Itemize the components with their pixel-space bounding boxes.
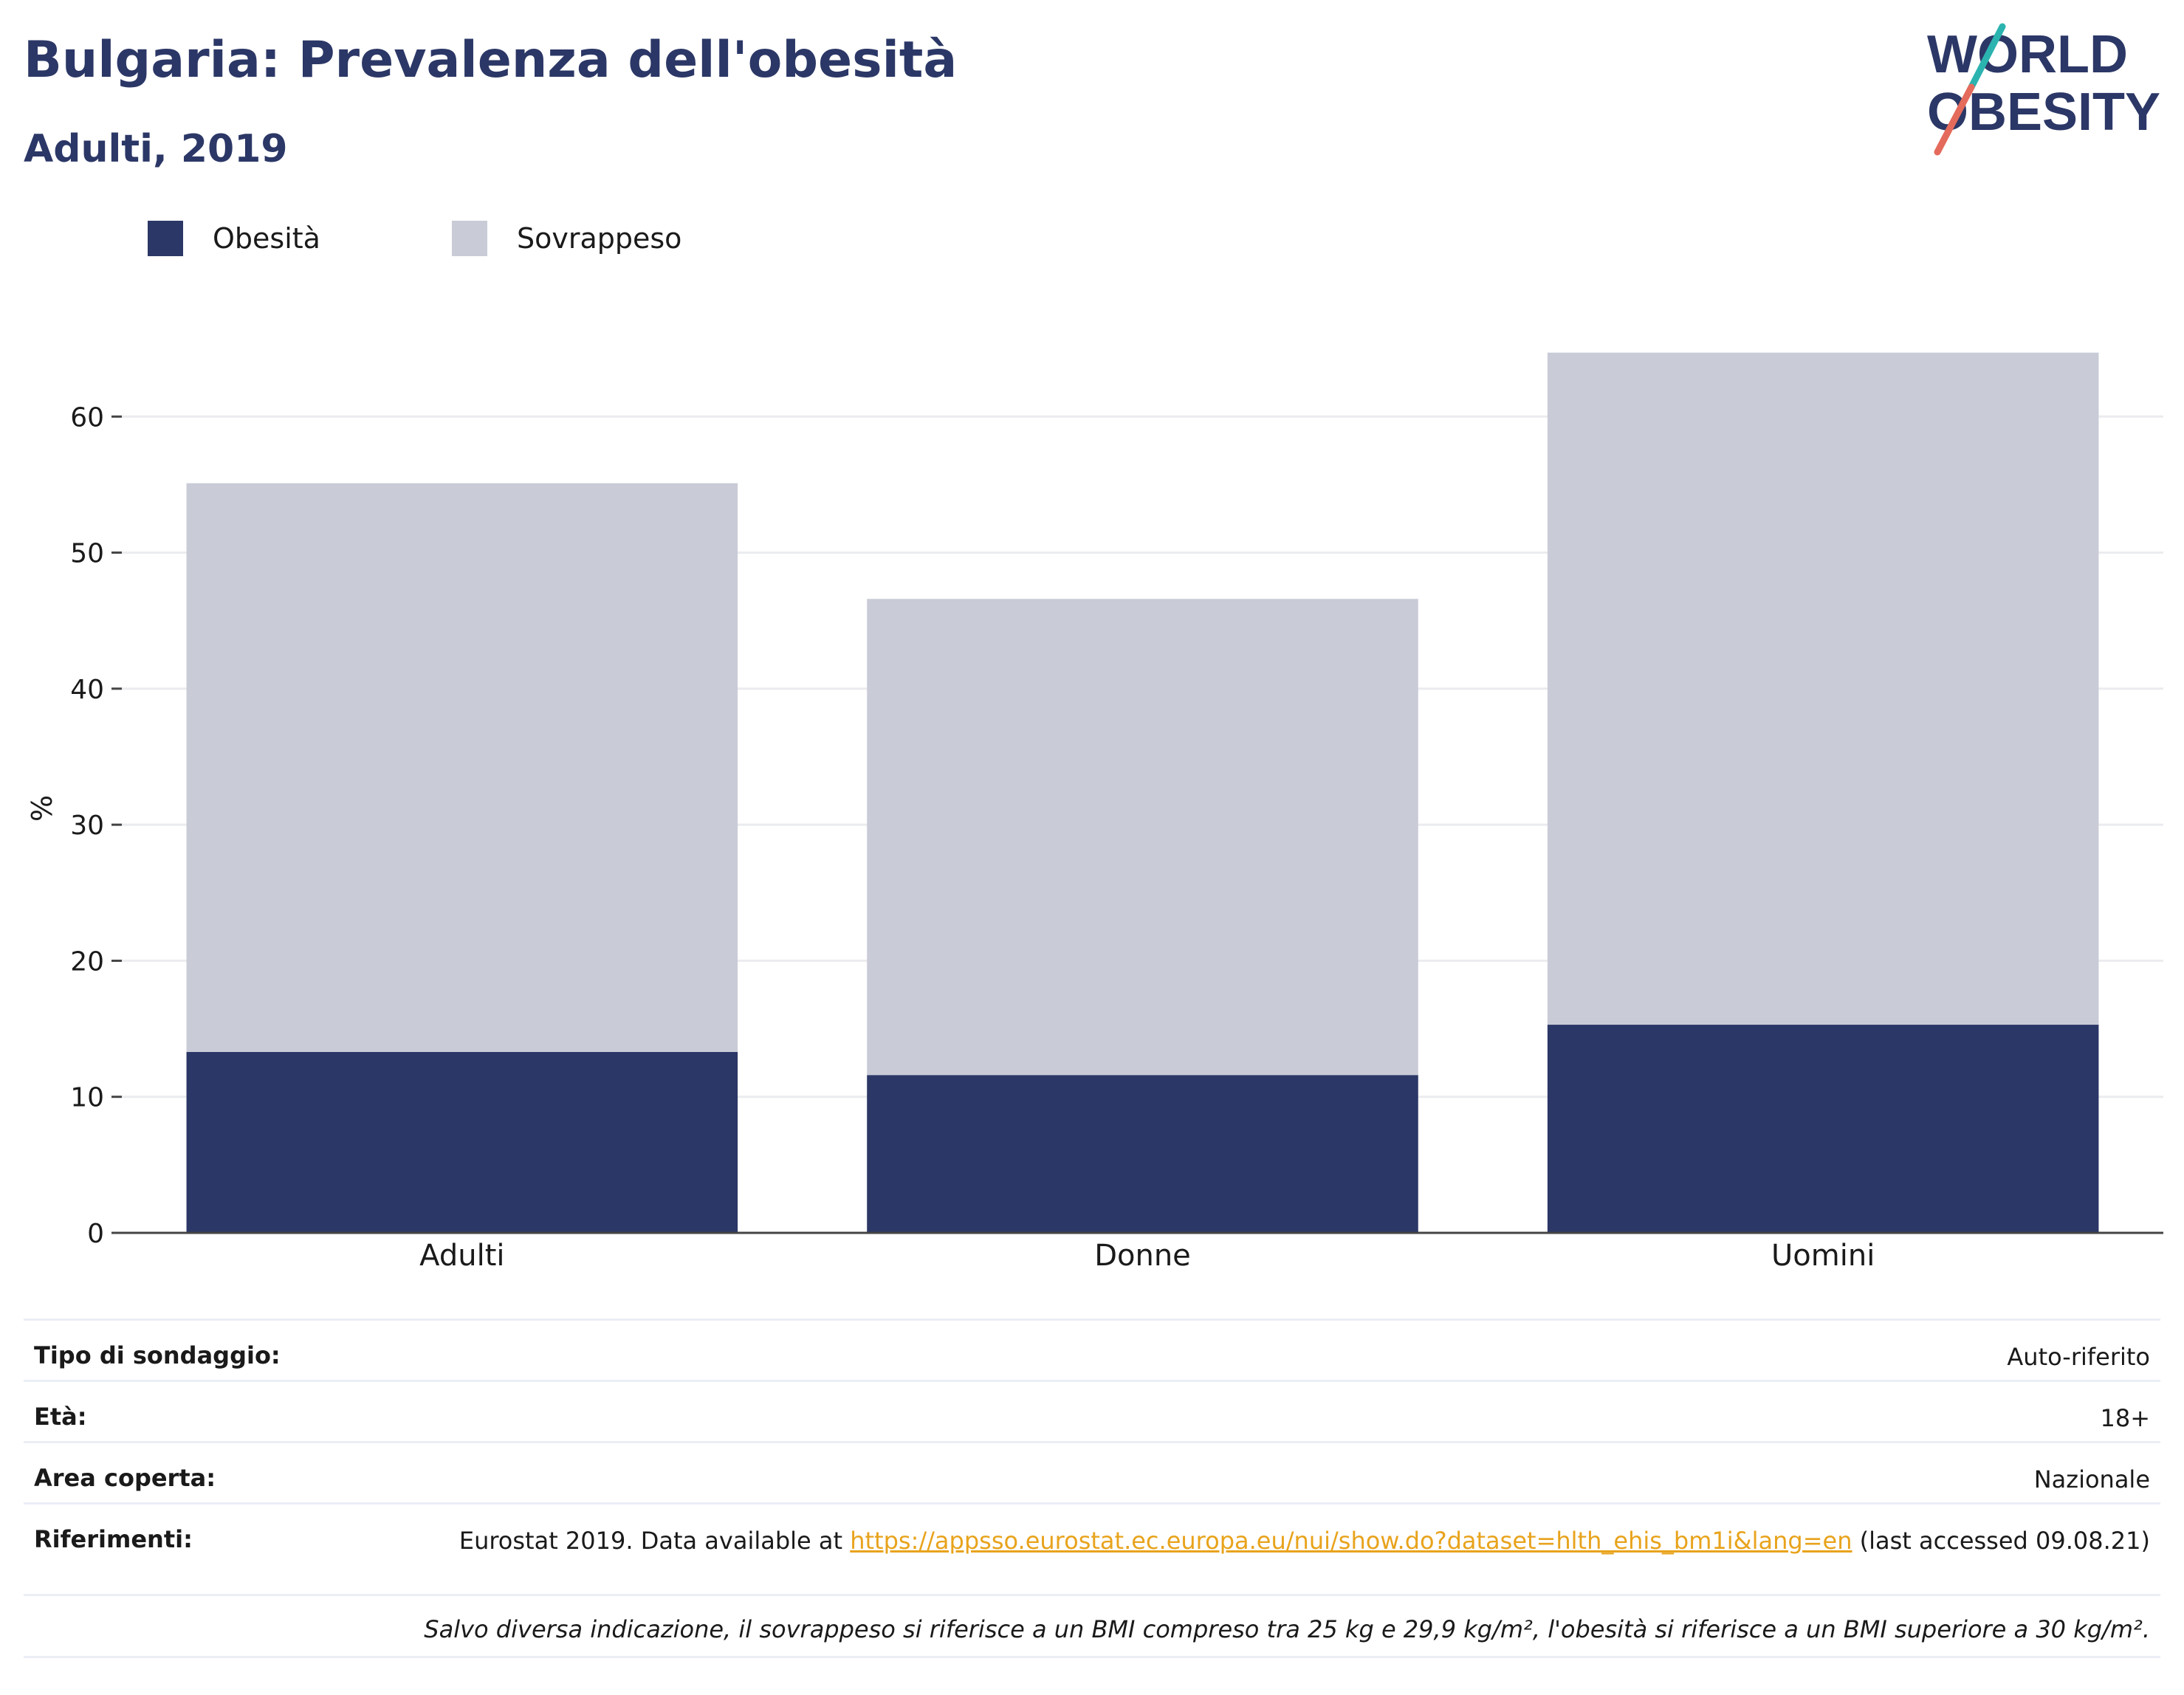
x-tick-label: Uomini — [1771, 1239, 1875, 1273]
y-tick-label: 40 — [70, 675, 104, 705]
legend-label-obesity: Obesità — [213, 222, 320, 255]
info-row-area: Area coperta: Nazionale — [24, 1443, 2160, 1505]
x-tick-label: Adulti — [419, 1239, 504, 1273]
info-key: Tipo di sondaggio: — [34, 1341, 281, 1369]
info-value: 18+ — [2100, 1404, 2150, 1432]
page-subtitle: Adulti, 2019 — [24, 127, 288, 171]
reference-accessed: (last accessed 09.08.21) — [1852, 1527, 2150, 1555]
y-axis-label: % — [26, 795, 58, 822]
info-row-age: Età: 18+ — [24, 1382, 2160, 1443]
bar-overweight — [867, 599, 1418, 1076]
x-tick-label: Donne — [1094, 1239, 1191, 1273]
y-tick-label: 60 — [70, 402, 104, 433]
info-row-survey-type: Tipo di sondaggio: Auto-riferito — [24, 1321, 2160, 1382]
info-key: Età: — [34, 1403, 87, 1431]
legend-label-overweight: Sovrappeso — [517, 222, 682, 255]
reference-text: Eurostat 2019. Data available at — [459, 1527, 851, 1555]
page-title: Bulgaria: Prevalenza dell'obesità — [24, 31, 958, 89]
info-table: Tipo di sondaggio: Auto-riferito Età: 18… — [24, 1318, 2160, 1658]
bmi-definition-note: Salvo diversa indicazione, il sovrappeso… — [24, 1596, 2160, 1658]
bar-obesity — [867, 1075, 1418, 1233]
info-key: Riferimenti: — [34, 1525, 193, 1553]
y-tick-label: 20 — [70, 946, 104, 977]
bar-obesity — [1547, 1025, 2099, 1233]
y-tick-label: 10 — [70, 1083, 104, 1113]
svg-text:WORLD: WORLD — [1927, 25, 2128, 84]
info-row-references: Riferimenti: Eurostat 2019. Data availab… — [24, 1505, 2160, 1596]
y-tick-label: 30 — [70, 811, 104, 841]
info-value: Nazionale — [2033, 1465, 2150, 1493]
info-value: Auto-riferito — [2007, 1343, 2150, 1371]
bar-overweight — [1547, 352, 2099, 1025]
y-tick-label: 50 — [70, 539, 104, 569]
world-obesity-logo: WORLD OBESITY — [1927, 23, 2160, 156]
reference-link[interactable]: https://appsso.eurostat.ec.europa.eu/nui… — [850, 1527, 1852, 1555]
legend-item-obesity[interactable]: Obesità — [148, 220, 320, 257]
bar-obesity — [186, 1051, 738, 1233]
y-tick-label: 0 — [87, 1219, 104, 1249]
info-value: Eurostat 2019. Data available at https:/… — [459, 1525, 2150, 1556]
legend-swatch-overweight — [452, 221, 487, 256]
stacked-bar-chart: 0 10 20 30 40 50 60% Adulti Donne Uomini — [26, 352, 2163, 1273]
info-key: Area coperta: — [34, 1464, 216, 1492]
legend-item-overweight[interactable]: Sovrappeso — [452, 220, 681, 257]
legend-swatch-obesity — [148, 221, 183, 256]
bar-overweight — [186, 483, 738, 1052]
